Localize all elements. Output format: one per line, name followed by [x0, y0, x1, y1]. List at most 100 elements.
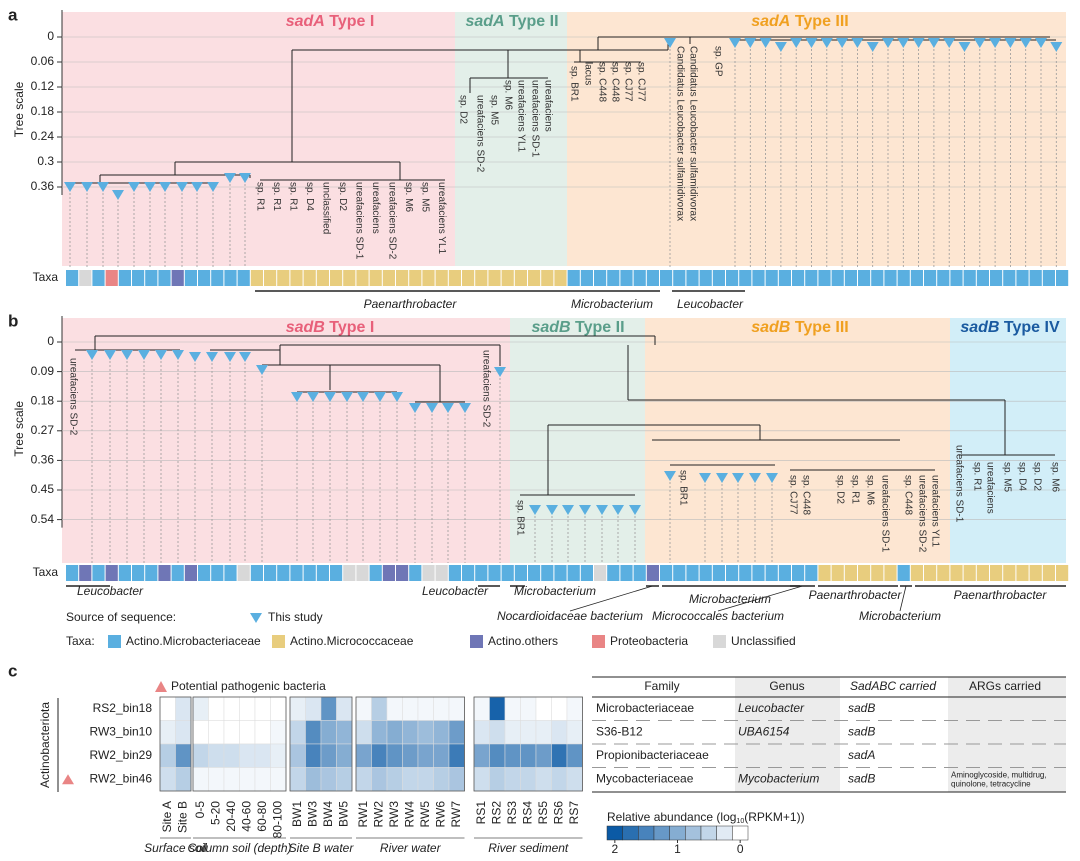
taxa-cell [171, 270, 184, 286]
taxa-cell [1029, 565, 1042, 581]
taxa-cell [211, 270, 224, 286]
shade-args [948, 677, 1066, 792]
taxa-cell [580, 565, 593, 581]
tick-label: 0.36 [31, 453, 55, 467]
taxa-cell [990, 270, 1003, 286]
taxa-cell [805, 565, 818, 581]
clade-gene: sadB [286, 319, 325, 336]
taxa-cell [528, 270, 541, 286]
heat-cell [520, 696, 537, 721]
taxa-cell [897, 270, 910, 286]
axis-title: Tree scale [12, 81, 26, 137]
tick-label: 0.54 [31, 512, 55, 526]
taxa-cell [501, 565, 514, 581]
heat-cell [254, 696, 271, 721]
table-header: Family [644, 679, 679, 693]
taxa-cell [501, 270, 514, 286]
heat-cell [192, 767, 209, 792]
genus-connector [717, 585, 803, 612]
group-frame [473, 696, 583, 792]
taxa-cell [145, 565, 158, 581]
leaf-label: sp. M6 [502, 80, 513, 110]
triangle [189, 352, 201, 362]
triangle [958, 42, 971, 52]
clade-type: Type II [575, 319, 625, 336]
triangle [494, 367, 506, 377]
taxa-cell [686, 270, 699, 286]
heat-cell [473, 743, 490, 768]
heat-cell [417, 767, 434, 792]
taxa-cell [712, 565, 725, 581]
heat-cell [208, 696, 225, 721]
group-label: Site B water [289, 841, 355, 855]
triangle [882, 38, 894, 48]
clade-region [510, 318, 645, 563]
heat-cell [320, 743, 337, 768]
taxa-cell [1016, 270, 1029, 286]
taxa-cell [976, 565, 989, 581]
taxa-cell [264, 270, 277, 286]
legend-taxa-name: Actino.Micrococcaceae [290, 634, 414, 648]
heat-cell [175, 696, 192, 721]
taxa-cell [858, 565, 871, 581]
taxa-cell [884, 270, 897, 286]
taxa-cell [250, 565, 263, 581]
leaf-label: sp. D2 [1031, 462, 1042, 491]
triangle [759, 38, 772, 48]
taxa-cell [660, 270, 673, 286]
leaf-label: ureafaciens SD-1 [529, 80, 540, 158]
taxa-cell [198, 565, 211, 581]
triangle [112, 190, 124, 200]
column-label: 5-20 [208, 801, 222, 825]
heat-cell [371, 743, 388, 768]
triangle [357, 392, 369, 402]
triangle [973, 38, 986, 48]
table-family: Propionibacteriaceae [596, 748, 709, 762]
group-frame [192, 696, 287, 792]
taxa-cell [699, 270, 712, 286]
row-label: RW3_bin10 [90, 724, 153, 738]
leaf-label: sp. R1 [971, 462, 982, 491]
group-frame [159, 696, 192, 792]
triangle [546, 505, 558, 515]
clade-title: sadB Type II [531, 319, 624, 336]
taxa-cell [937, 270, 950, 286]
leaf-label: sp. D2 [337, 182, 348, 211]
heat-cell [473, 767, 490, 792]
table-genus: UBA6154 [738, 724, 790, 738]
table-sad: sadB [848, 771, 875, 785]
triangle [128, 182, 140, 192]
table-sad: sadB [848, 724, 875, 738]
taxa-cell [818, 270, 831, 286]
scale-swatch [638, 825, 655, 841]
taxa-cell [435, 270, 448, 286]
triangle [172, 350, 184, 360]
tick-label: 0.09 [31, 364, 55, 378]
tick-label: 0 [47, 29, 54, 43]
heat-cell [254, 720, 271, 745]
taxa-cell [673, 270, 686, 286]
taxa-cell [488, 565, 501, 581]
leaf-label: sp. M5 [419, 182, 430, 212]
triangle [766, 473, 778, 483]
heat-cell [305, 720, 322, 745]
heat-cell [355, 767, 372, 792]
taxa-cell [396, 270, 409, 286]
taxa-cell [382, 270, 395, 286]
triangle [820, 38, 833, 48]
triangle [805, 38, 818, 48]
taxa-cell [686, 565, 699, 581]
heat-cell [535, 720, 552, 745]
clade-type: Type II [509, 13, 559, 30]
taxa-cell [237, 565, 250, 581]
heat-cell [289, 743, 306, 768]
taxa-cell [950, 565, 963, 581]
genus-label: Microbacterium [571, 297, 653, 311]
heat-cell [386, 720, 403, 745]
leaf-label: sp. M6 [1049, 462, 1060, 492]
triangle [121, 350, 133, 360]
column-label: Site A [160, 801, 174, 832]
heat-cell [433, 696, 450, 721]
heat-cell [254, 743, 271, 768]
taxa-cell [264, 565, 277, 581]
